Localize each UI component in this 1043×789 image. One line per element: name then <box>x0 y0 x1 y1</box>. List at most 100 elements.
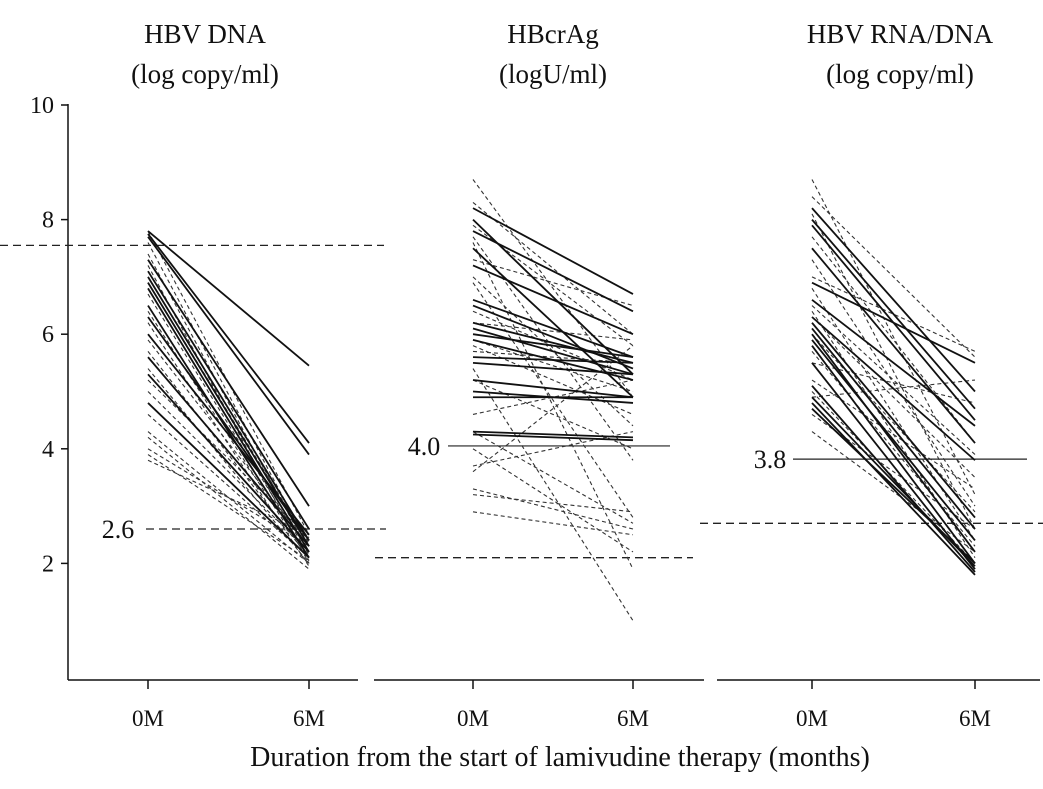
patient-line-dashed <box>147 339 310 547</box>
patient-line-solid <box>472 304 634 370</box>
patient-line-dashed <box>811 305 976 455</box>
patient-line-solid <box>472 207 634 295</box>
patient-line-solid <box>811 339 976 542</box>
panel-2-title-line2: (logU/ml) <box>499 59 607 89</box>
patient-line-dashed <box>472 448 634 553</box>
patient-line-dashed <box>811 351 976 547</box>
patient-line-solid <box>811 327 976 530</box>
patient-line-solid <box>147 356 310 547</box>
cutoff-label: 2.6 <box>102 515 135 544</box>
tick-labels: 2 4 6 8 10 0M 6M 2.6 0M 6M 4.0 0M 6M 3.8 <box>30 93 991 731</box>
patient-line-solid <box>472 356 634 364</box>
patient-line-solid <box>147 287 310 553</box>
patient-line-dashed <box>147 391 310 553</box>
patient-line-solid <box>472 327 634 376</box>
patient-line-dashed <box>472 224 634 347</box>
patient-lines <box>147 179 976 621</box>
patient-line-solid <box>811 362 976 570</box>
patient-line-dashed <box>472 368 634 621</box>
patient-line-solid <box>811 345 976 564</box>
patient-line-solid <box>811 385 976 573</box>
patient-line-dashed <box>147 414 310 559</box>
patient-line-solid <box>811 408 976 565</box>
x-tick-label: 0M <box>132 706 164 731</box>
patient-line-dashed <box>811 236 976 444</box>
patient-line-solid <box>472 433 634 442</box>
panel-titles: HBV DNA (log copy/ml) HBcrAg (logU/ml) H… <box>131 19 993 89</box>
patient-line-dashed <box>811 179 976 495</box>
patient-line-dashed <box>147 322 310 567</box>
patient-line-solid <box>811 402 976 576</box>
patient-line-dashed <box>472 322 634 341</box>
patient-line-dashed <box>811 316 976 478</box>
patient-line-solid <box>472 333 634 359</box>
x-tick-label: 6M <box>617 706 649 731</box>
patient-line-solid <box>472 298 634 358</box>
patient-line-solid <box>147 305 310 559</box>
panel-2-title-line1: HBcrAg <box>507 19 598 49</box>
x-tick-label: 0M <box>457 706 489 731</box>
patient-line-dashed <box>811 379 976 490</box>
patient-line-solid <box>811 333 976 553</box>
patient-line-dashed <box>472 431 634 524</box>
patient-line-dashed <box>472 431 634 467</box>
patient-line-solid <box>147 276 310 541</box>
patient-line-dashed <box>147 379 310 539</box>
patient-line-solid <box>147 236 310 456</box>
panel-3-title-line2: (log copy/ml) <box>826 59 974 89</box>
patient-line-dashed <box>811 196 976 358</box>
patient-line-solid <box>811 207 976 393</box>
patient-line-dashed <box>472 350 634 364</box>
y-tick-label: 10 <box>30 93 54 119</box>
patient-line-solid <box>147 333 310 536</box>
patient-line-dashed <box>472 339 634 393</box>
y-tick-label: 8 <box>42 208 54 234</box>
patient-line-dashed <box>472 242 634 570</box>
y-tick-label: 4 <box>42 437 54 463</box>
patient-line-solid <box>147 316 310 542</box>
patient-line-solid <box>811 299 976 427</box>
patient-line-solid <box>147 270 310 530</box>
patient-line-dashed <box>147 293 310 556</box>
patient-line-solid <box>811 281 976 364</box>
patient-line-dashed <box>811 333 976 513</box>
patient-line-solid <box>472 230 634 313</box>
patient-line-dashed <box>811 276 976 352</box>
cutoff-label: 4.0 <box>408 432 441 461</box>
y-tick-label: 2 <box>42 551 54 577</box>
patient-line-solid <box>147 259 310 507</box>
x-axis-label: Duration from the start of lamivudine th… <box>250 742 870 773</box>
patient-line-dashed <box>472 379 634 415</box>
patient-line-solid <box>811 219 976 410</box>
patient-line-dashed <box>472 379 634 450</box>
patient-line-dashed <box>472 345 634 415</box>
x-tick-label: 6M <box>959 706 991 731</box>
patient-line-solid <box>147 230 310 367</box>
cutoff-label: 3.8 <box>754 445 787 474</box>
patient-line-solid <box>472 379 634 399</box>
panel-1-title-line2: (log copy/ml) <box>131 59 279 89</box>
panel-3-title-line1: HBV RNA/DNA <box>807 19 994 49</box>
patient-line-solid <box>147 373 310 553</box>
patient-line-dashed <box>811 431 976 553</box>
patient-line-dashed <box>472 282 634 518</box>
patient-line-solid <box>472 321 634 364</box>
patient-line-solid <box>811 322 976 519</box>
patient-line-dashed <box>811 213 976 530</box>
patient-line-solid <box>147 233 310 444</box>
patient-line-dashed <box>147 448 310 547</box>
patient-line-dashed <box>147 242 310 547</box>
patient-line-dashed <box>811 259 976 507</box>
patient-line-dashed <box>811 379 976 398</box>
patient-line-solid <box>472 264 634 336</box>
x-tick-label: 6M <box>293 706 325 731</box>
patient-line-solid <box>811 247 976 444</box>
panel-1-title-line1: HBV DNA <box>144 19 266 49</box>
y-tick-label: 6 <box>42 322 54 348</box>
patient-line-dashed <box>811 413 976 530</box>
patient-line-dashed <box>472 494 634 513</box>
patient-line-solid <box>472 361 634 376</box>
axes <box>61 104 1040 689</box>
patient-line-solid <box>811 316 976 461</box>
